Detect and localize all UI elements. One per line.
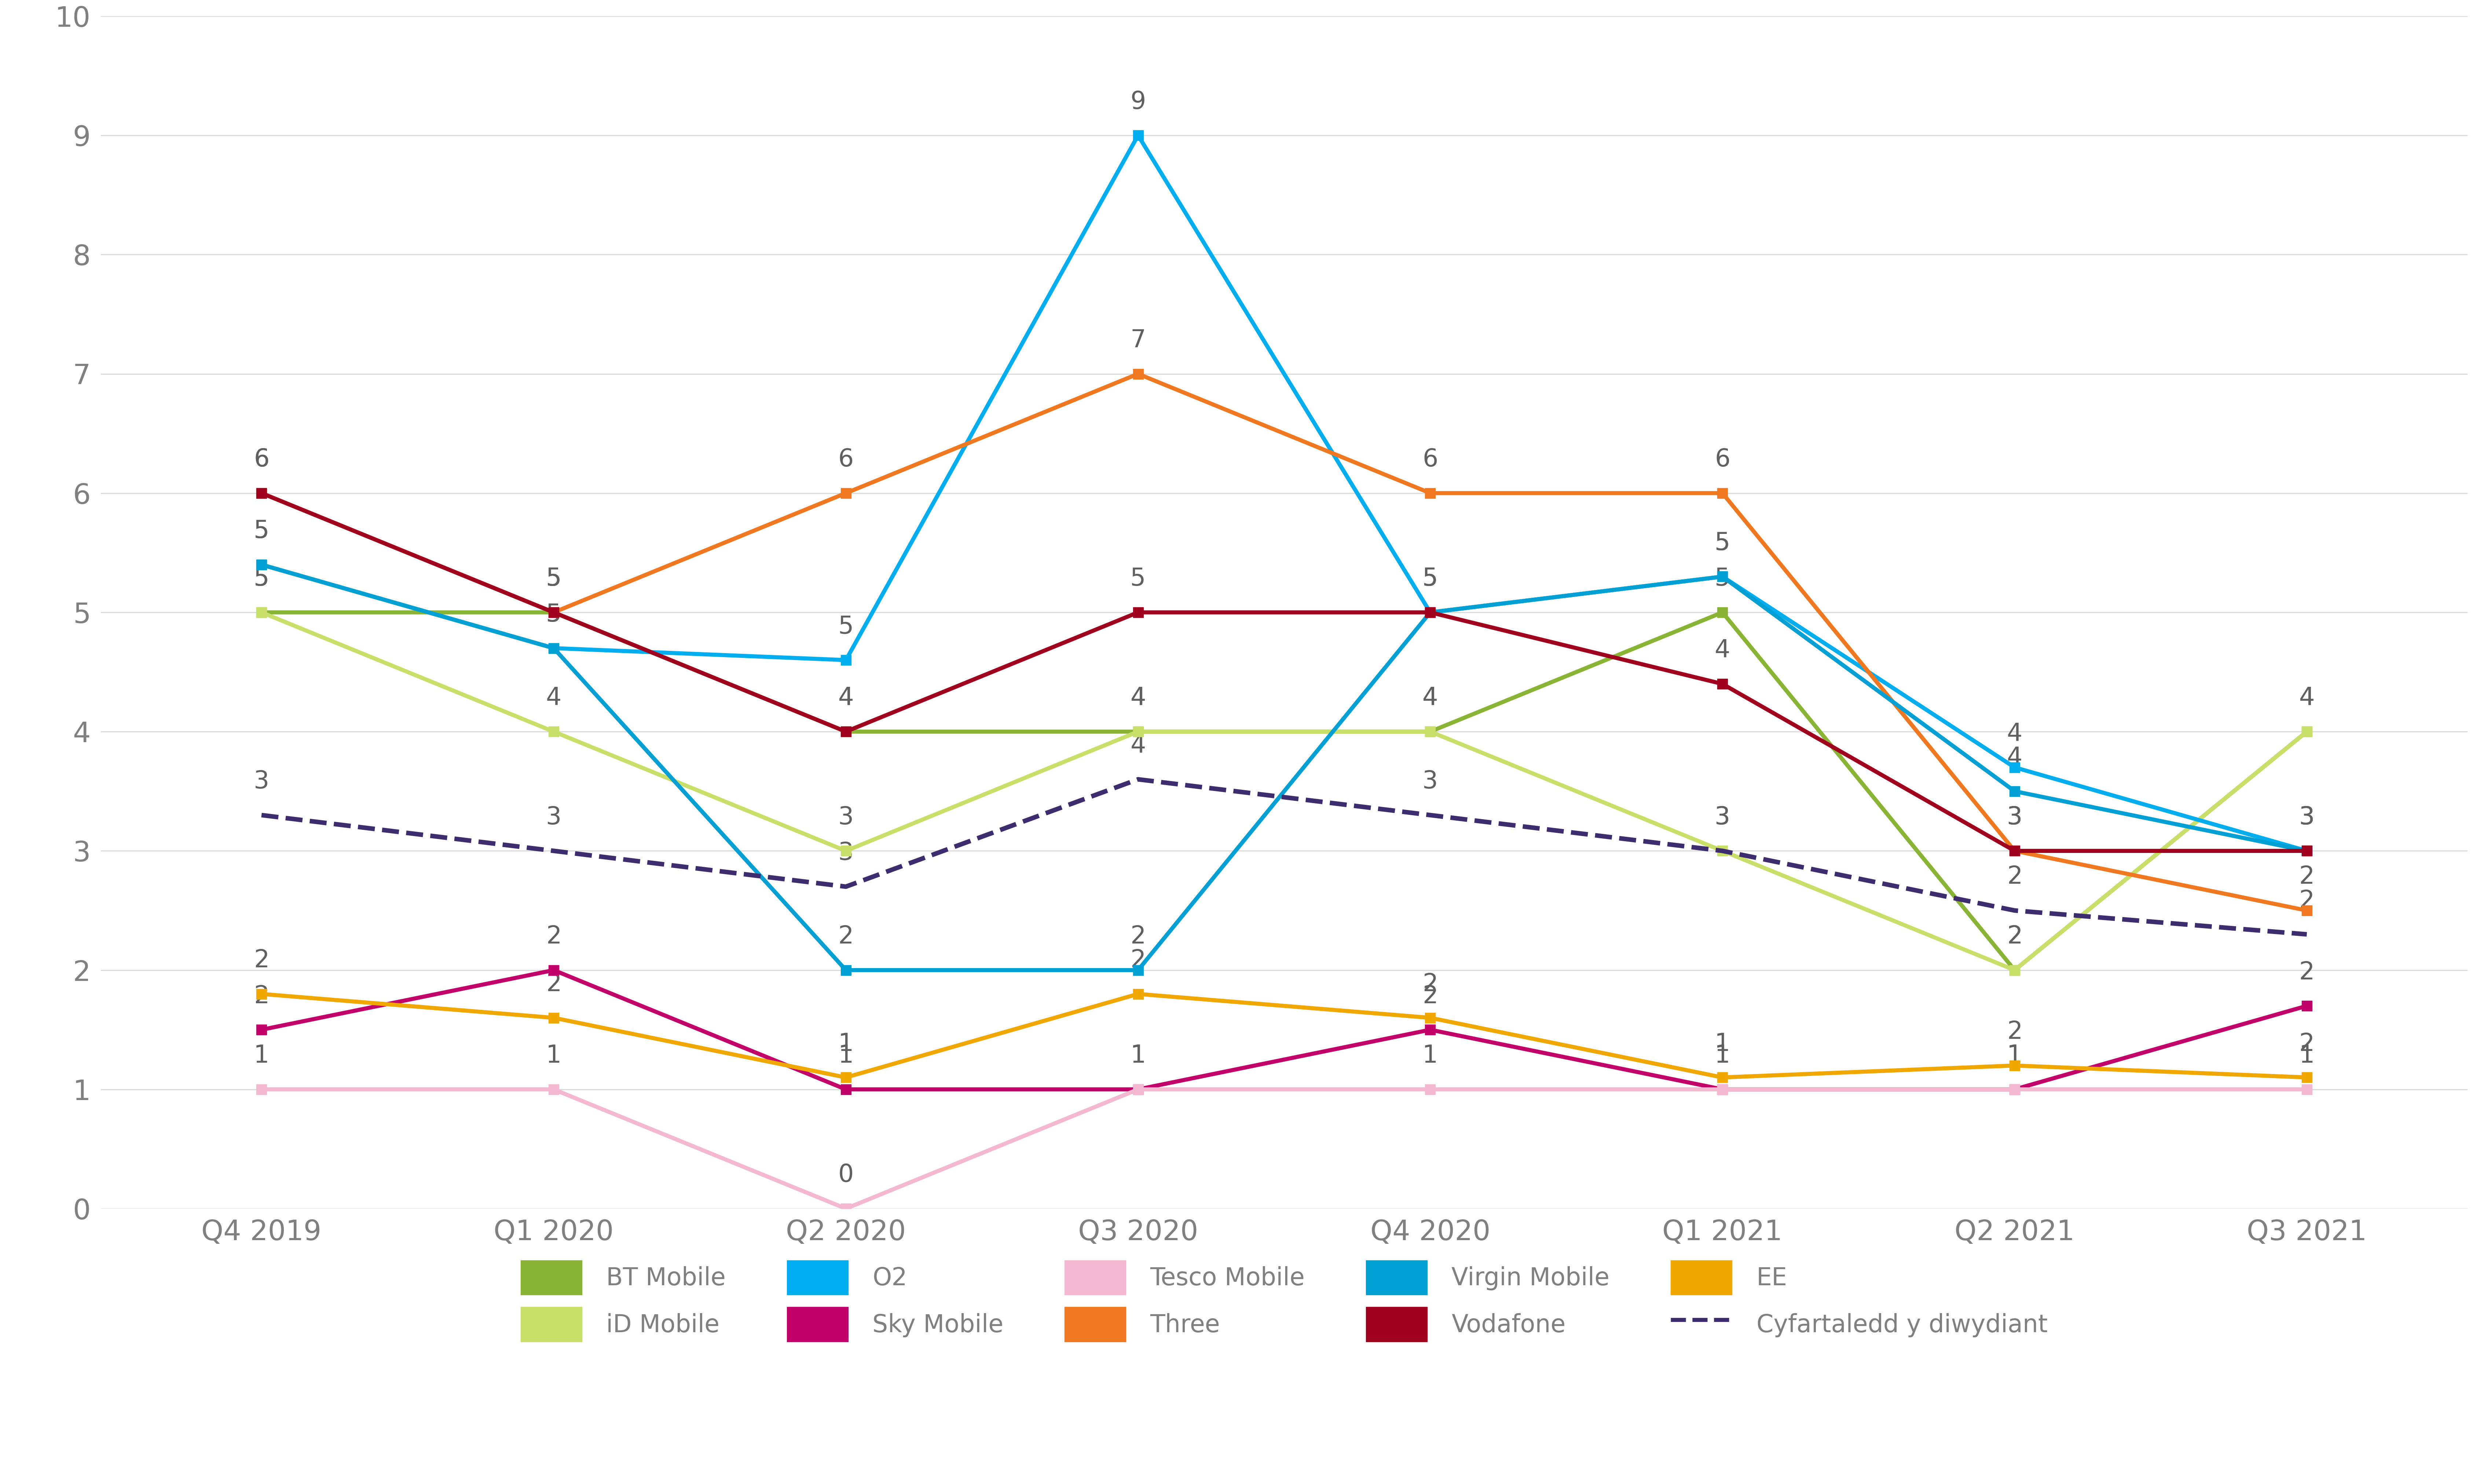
Text: 3: 3 — [2300, 806, 2315, 830]
Text: 3: 3 — [2008, 806, 2023, 830]
Text: 4: 4 — [2300, 686, 2315, 711]
Text: 0: 0 — [838, 1163, 853, 1187]
Text: 1: 1 — [547, 1043, 561, 1068]
Text: 2: 2 — [2300, 889, 2315, 913]
Text: 1: 1 — [1130, 1043, 1145, 1068]
Text: 3: 3 — [1714, 806, 1731, 830]
Text: 2: 2 — [2300, 865, 2315, 889]
Text: 3: 3 — [1714, 806, 1731, 830]
Text: 6: 6 — [1714, 448, 1731, 472]
Text: 4: 4 — [1130, 686, 1145, 711]
Text: 3: 3 — [2300, 806, 2315, 830]
Text: 5: 5 — [547, 603, 561, 626]
Text: 4: 4 — [2300, 686, 2315, 711]
Text: 3: 3 — [547, 806, 561, 830]
Legend: BT Mobile, iD Mobile, O2, Sky Mobile, Tesco Mobile, Three, Virgin Mobile, Vodafo: BT Mobile, iD Mobile, O2, Sky Mobile, Te… — [512, 1251, 2058, 1352]
Text: 2: 2 — [1422, 972, 1437, 996]
Text: 1: 1 — [255, 1043, 270, 1068]
Text: 2: 2 — [1422, 984, 1437, 1008]
Text: 5: 5 — [547, 603, 561, 626]
Text: 5: 5 — [255, 567, 270, 591]
Text: 3: 3 — [838, 806, 853, 830]
Text: 4: 4 — [838, 686, 853, 711]
Text: 5: 5 — [1714, 567, 1731, 591]
Text: 1: 1 — [1714, 1043, 1731, 1068]
Text: 5: 5 — [547, 567, 561, 591]
Text: 4: 4 — [1422, 686, 1437, 711]
Text: 7: 7 — [1130, 328, 1145, 352]
Text: 3: 3 — [1422, 769, 1437, 794]
Text: 1: 1 — [838, 1031, 853, 1057]
Text: 2: 2 — [547, 925, 561, 948]
Text: 2: 2 — [2008, 865, 2023, 889]
Text: 1: 1 — [2300, 1043, 2315, 1068]
Text: 6: 6 — [1422, 448, 1437, 472]
Text: 9: 9 — [1130, 89, 1145, 114]
Text: 4: 4 — [1422, 686, 1437, 711]
Text: 5: 5 — [547, 567, 561, 591]
Text: 6: 6 — [838, 448, 853, 472]
Text: 5: 5 — [838, 614, 853, 638]
Text: 4: 4 — [2006, 721, 2023, 746]
Text: 2: 2 — [1130, 925, 1145, 948]
Text: 4: 4 — [547, 686, 561, 711]
Text: 4: 4 — [1130, 686, 1145, 711]
Text: 1: 1 — [1714, 1031, 1731, 1057]
Text: 1: 1 — [838, 1043, 853, 1068]
Text: 3: 3 — [255, 769, 270, 794]
Text: 3: 3 — [2300, 806, 2315, 830]
Text: 3: 3 — [2008, 806, 2023, 830]
Text: 5: 5 — [255, 519, 270, 543]
Text: 5: 5 — [1422, 567, 1437, 591]
Text: 4: 4 — [1714, 638, 1731, 662]
Text: 1: 1 — [2008, 1043, 2023, 1068]
Text: 5: 5 — [1422, 567, 1437, 591]
Text: 5: 5 — [1422, 567, 1437, 591]
Text: 2: 2 — [547, 972, 561, 996]
Text: 2: 2 — [1130, 948, 1145, 972]
Text: 1: 1 — [1130, 1043, 1145, 1068]
Text: 2: 2 — [2300, 1031, 2315, 1057]
Text: 2: 2 — [2008, 925, 2023, 948]
Text: 2: 2 — [2008, 925, 2023, 948]
Text: 5: 5 — [255, 519, 270, 543]
Text: 1: 1 — [1422, 1043, 1437, 1068]
Text: 4: 4 — [2006, 745, 2023, 770]
Text: 2: 2 — [2300, 960, 2315, 984]
Text: 5: 5 — [1714, 531, 1731, 555]
Text: 5: 5 — [547, 567, 561, 591]
Text: 5: 5 — [255, 567, 270, 591]
Text: 6: 6 — [255, 448, 270, 472]
Text: 5: 5 — [1130, 567, 1145, 591]
Text: 5: 5 — [1714, 531, 1731, 555]
Text: 1: 1 — [2008, 1043, 2023, 1068]
Text: 6: 6 — [255, 448, 270, 472]
Text: 2: 2 — [838, 925, 853, 948]
Text: 4: 4 — [838, 686, 853, 711]
Text: 2: 2 — [2008, 1020, 2023, 1045]
Text: 2: 2 — [255, 984, 270, 1008]
Text: 1: 1 — [1714, 1043, 1731, 1068]
Text: 3: 3 — [838, 841, 853, 865]
Text: 4: 4 — [1130, 733, 1145, 758]
Text: 2: 2 — [255, 948, 270, 972]
